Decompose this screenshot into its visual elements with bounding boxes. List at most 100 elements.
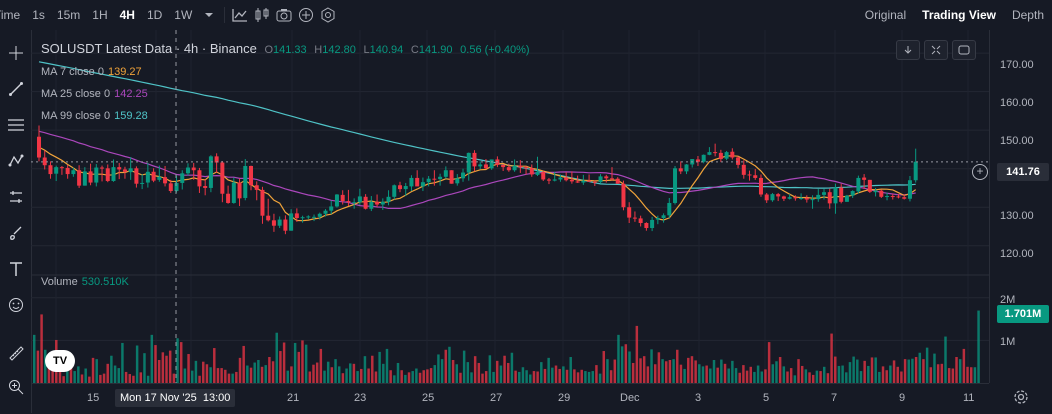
ma7-legend[interactable]: MA 7 close 0 139.27: [41, 66, 142, 78]
volume-bar: [411, 371, 414, 383]
candle-body: [317, 213, 322, 217]
time-tick: 9: [899, 392, 906, 404]
ma99-legend[interactable]: MA 99 close 0 159.28: [41, 110, 148, 122]
candle-body: [380, 201, 385, 205]
candlestick-chart[interactable]: [31, 30, 989, 383]
ma25-line: [38, 130, 916, 209]
crosshair-tool-icon[interactable]: [0, 40, 31, 66]
interval-1d[interactable]: 1D: [146, 8, 163, 22]
trendline-tool-icon[interactable]: [0, 76, 31, 102]
view-original[interactable]: Original: [864, 8, 907, 22]
interval-4h[interactable]: 4H: [119, 8, 135, 22]
download-icon[interactable]: [896, 40, 920, 60]
interval-1h[interactable]: 1H: [92, 8, 108, 22]
volume-bar: [301, 340, 304, 383]
candle-body: [598, 176, 603, 183]
zoom-tool-icon[interactable]: [0, 374, 31, 400]
chart-area[interactable]: [31, 30, 989, 383]
candle-body: [512, 165, 517, 171]
volume-bar: [712, 359, 716, 383]
volume-bar: [102, 373, 106, 383]
add-alert-icon[interactable]: +: [972, 164, 988, 180]
volume-bar: [547, 357, 550, 383]
interval-dropdown-icon[interactable]: [198, 12, 220, 18]
pattern-tool-icon[interactable]: [0, 148, 31, 174]
candle-body: [283, 219, 288, 231]
volume-bar: [753, 371, 756, 383]
volume-bar: [918, 352, 922, 383]
emoji-tool-icon[interactable]: [0, 292, 31, 318]
volume-bar: [929, 367, 933, 383]
candle-body: [214, 156, 219, 163]
time-tick: 15: [87, 392, 100, 404]
candle-body: [913, 161, 918, 181]
volume-legend: Volume 530.510K: [41, 276, 129, 288]
fullscreen-icon[interactable]: [924, 40, 948, 60]
volume-bar: [966, 366, 969, 383]
volume-bar: [124, 371, 128, 383]
settings-hex-icon[interactable]: [317, 7, 339, 23]
volume-bar: [507, 362, 510, 383]
volume-bar: [705, 365, 708, 383]
volume-bar: [881, 366, 885, 383]
candle-body: [455, 178, 460, 184]
volume-bar: [826, 373, 830, 383]
gear-icon[interactable]: [1013, 389, 1029, 410]
interval-1s[interactable]: 1s: [32, 8, 45, 22]
candle-body: [432, 178, 437, 180]
ma25-legend[interactable]: MA 25 close 0 142.25: [41, 88, 148, 100]
volume-bar: [349, 363, 352, 383]
view-trading-view[interactable]: Trading View: [922, 8, 996, 22]
volume-bar: [613, 359, 617, 383]
candle-body: [334, 194, 339, 207]
interval-15m[interactable]: 15m: [56, 8, 81, 22]
settings-square-icon[interactable]: [952, 40, 976, 60]
candle-body: [730, 151, 735, 158]
chart-legend: SOLUSDT Latest Data · 4h · Binance O141.…: [41, 41, 530, 56]
volume-bar: [312, 364, 315, 383]
candle-body: [478, 164, 483, 167]
volume-bar: [69, 363, 73, 383]
volume-bar: [543, 368, 547, 383]
ruler-tool-icon[interactable]: [0, 340, 31, 366]
candle-body: [65, 167, 70, 175]
volume-bar: [264, 365, 267, 383]
volume-bar: [845, 372, 848, 383]
volume-bar: [903, 359, 907, 383]
add-circle-icon[interactable]: [295, 7, 317, 23]
fib-tool-icon[interactable]: [0, 112, 31, 138]
chart-type-icon[interactable]: [251, 8, 273, 22]
volume-bar: [789, 368, 793, 383]
symbol-title: SOLUSDT Latest Data · 4h · Binance: [41, 41, 257, 56]
candle-body: [827, 192, 832, 204]
candle-body: [415, 177, 420, 187]
view-depth[interactable]: Depth: [1011, 8, 1044, 22]
volume-bar: [352, 363, 356, 383]
volume-bar: [536, 371, 539, 383]
volume-bar: [161, 352, 165, 383]
volume-bar: [716, 367, 719, 383]
candle-body: [277, 219, 282, 226]
candle-body: [879, 190, 884, 197]
candle-body: [707, 152, 712, 155]
camera-icon[interactable]: [273, 8, 295, 22]
ma25-value: 142.25: [114, 88, 148, 100]
interval-1w[interactable]: 1W: [174, 8, 193, 22]
candle-body: [340, 194, 345, 202]
price-axis[interactable]: 170.00 160.00 150.00 130.00 120.00 141.7…: [989, 30, 1052, 383]
volume-bar: [249, 367, 253, 383]
volume-bar: [969, 367, 973, 383]
volume-bar: [389, 370, 392, 383]
candle-body: [243, 165, 248, 198]
brush-tool-icon[interactable]: [0, 220, 31, 246]
projection-tool-icon[interactable]: [0, 184, 31, 210]
candle-body: [524, 167, 529, 169]
volume-bar: [503, 355, 506, 383]
time-axis[interactable]: 15 21 23 25 27 29 Dec 3 5 7 9 11 Mon 17 …: [31, 383, 989, 414]
indicators-icon[interactable]: [229, 8, 251, 22]
volume-bar: [797, 359, 800, 383]
candle-body: [409, 177, 414, 187]
volume-bar: [179, 342, 183, 383]
volume-bar: [694, 360, 697, 383]
text-tool-icon[interactable]: [0, 256, 31, 282]
